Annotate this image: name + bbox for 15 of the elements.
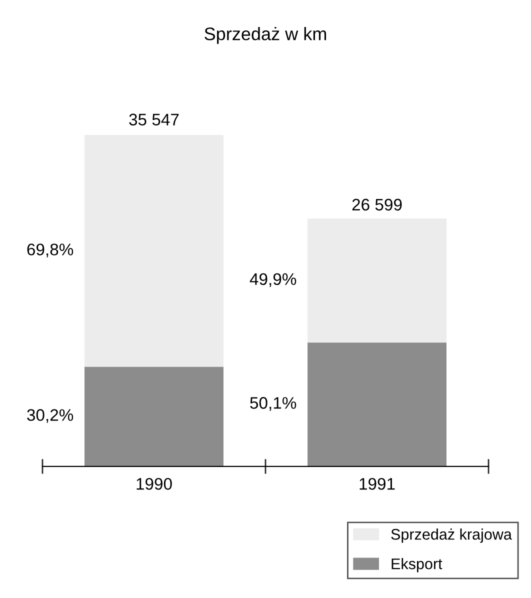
bar [308, 218, 446, 343]
annotation: 26 599 [352, 198, 402, 211]
text: 35 547 [129, 114, 179, 126]
legend-label: Eksport [392, 558, 442, 572]
bar [84, 135, 224, 367]
annotation: 50,1% [250, 397, 296, 411]
bar [84, 366, 224, 466]
chart-title: Sprzedaż w km [204, 27, 326, 44]
annotation: 69,8% [27, 244, 74, 258]
x-tick-label: 1990 [136, 478, 172, 490]
annotation: 49,9% [250, 273, 296, 288]
bar [308, 342, 446, 466]
x-tick-label: 1991 [360, 478, 395, 490]
annotation: 30,2% [27, 409, 74, 423]
legend-label: Sprzedaż krajowa [391, 528, 512, 543]
